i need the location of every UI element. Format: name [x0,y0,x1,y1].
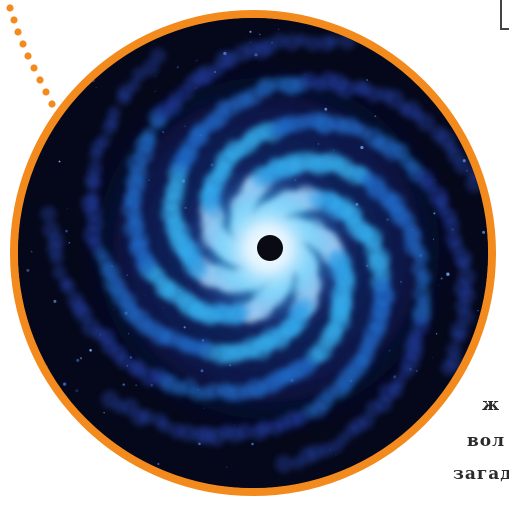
galaxy-image [10,10,496,496]
decorative-dotted-line [6,4,56,108]
caption-line-1: ж [482,395,501,415]
black-hole-core [257,235,283,261]
page-frame-corner [500,0,509,30]
caption-line-2: вол [467,431,506,451]
spiral-galaxy-illustration [18,18,488,488]
caption-line-3: загад [453,464,509,484]
